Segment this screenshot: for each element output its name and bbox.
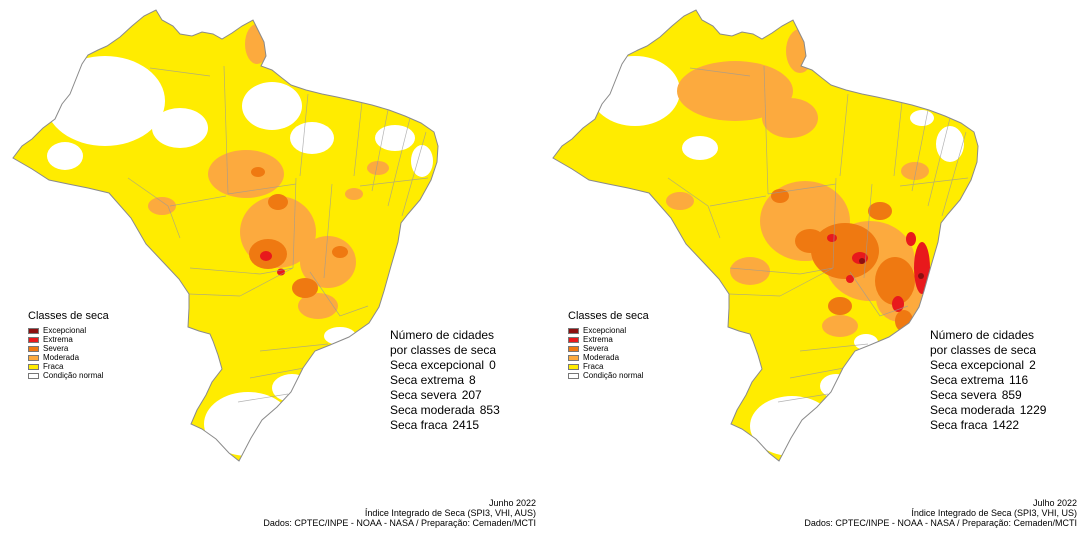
city-counts-july: Número de cidades por classes de seca Se… — [930, 328, 1046, 433]
legend-label: Moderada — [583, 353, 620, 362]
brazil-map-june — [10, 6, 440, 471]
state-borders — [667, 65, 969, 403]
caption-index: Índice Integrado de Seca (SPI3, VHI, AUS… — [364, 508, 536, 518]
legend-item-extrema: Extrema — [568, 335, 649, 344]
caption-month: Junho 2022 — [488, 498, 536, 508]
stats-heading-line2: por classes de seca — [930, 343, 1037, 357]
legend-label: Excepcional — [43, 326, 87, 335]
caption-july: Julho 2022 Índice Integrado de Seca (SPI… — [804, 498, 1077, 528]
stat-seca-excepcional: Seca excepcional 0 — [390, 358, 496, 372]
drought-legend-june: Classes de seca Excepcional Extrema Seve… — [28, 310, 109, 380]
brazil-choropleth-july — [552, 9, 979, 462]
legend-item-fraca: Fraca — [28, 362, 109, 371]
stat-seca-extrema: Seca extrema 8 — [390, 373, 476, 387]
severa-layer — [771, 189, 915, 332]
legend-swatch-excepcional — [568, 327, 579, 334]
stats-heading-line1: Número de cidades — [930, 328, 1035, 342]
legend-item-moderada: Moderada — [568, 353, 649, 362]
legend-label: Condição normal — [43, 371, 104, 380]
caption-index: Índice Integrado de Seca (SPI3, VHI, US) — [911, 508, 1077, 518]
legend-item-moderada: Moderada — [28, 353, 109, 362]
legend-label: Condição normal — [583, 371, 644, 380]
caption-source: Dados: CPTEC/INPE - NOAA - NASA / Prepar… — [804, 518, 1077, 528]
drought-layers-july — [553, 10, 978, 461]
legend-swatch-excepcional — [28, 327, 39, 334]
stats-heading-line1: Número de cidades — [390, 328, 495, 342]
country-outline — [12, 9, 439, 462]
legend-swatch-severa — [28, 345, 39, 352]
legend-item-extrema: Extrema — [28, 335, 109, 344]
panel-julho-2022: Classes de seca Excepcional Extrema Seve… — [540, 0, 1081, 538]
stat-seca-moderada: Seca moderada 1229 — [930, 403, 1047, 417]
legend-label: Moderada — [43, 353, 80, 362]
caption-source: Dados: CPTEC/INPE - NOAA - NASA / Prepar… — [263, 518, 536, 528]
caption-month: Julho 2022 — [1032, 498, 1077, 508]
brazil-map-july — [550, 6, 980, 471]
drought-layers-june — [13, 10, 438, 461]
legend-title: Classes de seca — [568, 310, 649, 322]
legend-label: Extrema — [583, 335, 613, 344]
state-borders — [127, 65, 429, 403]
legend-item-excepcional: Excepcional — [568, 326, 649, 335]
stat-seca-fraca: Seca fraca 1422 — [930, 418, 1020, 432]
legend-swatch-extrema — [568, 336, 579, 343]
stat-seca-extrema: Seca extrema 116 — [930, 373, 1029, 387]
legend-label: Extrema — [43, 335, 73, 344]
stat-seca-fraca: Seca fraca 2415 — [390, 418, 480, 432]
panel-junho-2022: Classes de seca Excepcional Extrema Seve… — [0, 0, 540, 538]
stats-heading-line2: por classes de seca — [390, 343, 497, 357]
legend-item-condicao-normal: Condição normal — [568, 371, 649, 380]
stat-seca-moderada: Seca moderada 853 — [390, 403, 500, 417]
legend-item-severa: Severa — [568, 344, 649, 353]
stat-seca-excepcional: Seca excepcional 2 — [930, 358, 1036, 372]
stat-seca-severa: Seca severa 859 — [930, 388, 1022, 402]
legend-swatch-moderada — [28, 354, 39, 361]
legend-label: Severa — [583, 344, 609, 353]
legend-swatch-condicao-normal — [568, 372, 579, 379]
caption-june: Junho 2022 Índice Integrado de Seca (SPI… — [263, 498, 536, 528]
normal-areas-layer — [45, 56, 433, 456]
legend-swatch-extrema — [28, 336, 39, 343]
excepcional-layer — [859, 258, 924, 279]
drought-legend-july: Classes de seca Excepcional Extrema Seve… — [568, 310, 649, 380]
legend-swatch-fraca — [28, 363, 39, 370]
legend-label: Fraca — [583, 362, 604, 371]
legend-label: Excepcional — [583, 326, 627, 335]
legend-item-condicao-normal: Condição normal — [28, 371, 109, 380]
legend-item-fraca: Fraca — [568, 362, 649, 371]
legend-swatch-moderada — [568, 354, 579, 361]
legend-title: Classes de seca — [28, 310, 109, 322]
stat-seca-severa: Seca severa 207 — [390, 388, 482, 402]
legend-label: Fraca — [43, 362, 64, 371]
country-outline — [552, 9, 979, 462]
legend-swatch-severa — [568, 345, 579, 352]
legend-swatch-condicao-normal — [28, 372, 39, 379]
legend-item-severa: Severa — [28, 344, 109, 353]
legend-swatch-fraca — [568, 363, 579, 370]
legend-item-excepcional: Excepcional — [28, 326, 109, 335]
brazil-choropleth-june — [12, 9, 439, 462]
legend-label: Severa — [43, 344, 69, 353]
city-counts-june: Número de cidades por classes de seca Se… — [390, 328, 500, 433]
